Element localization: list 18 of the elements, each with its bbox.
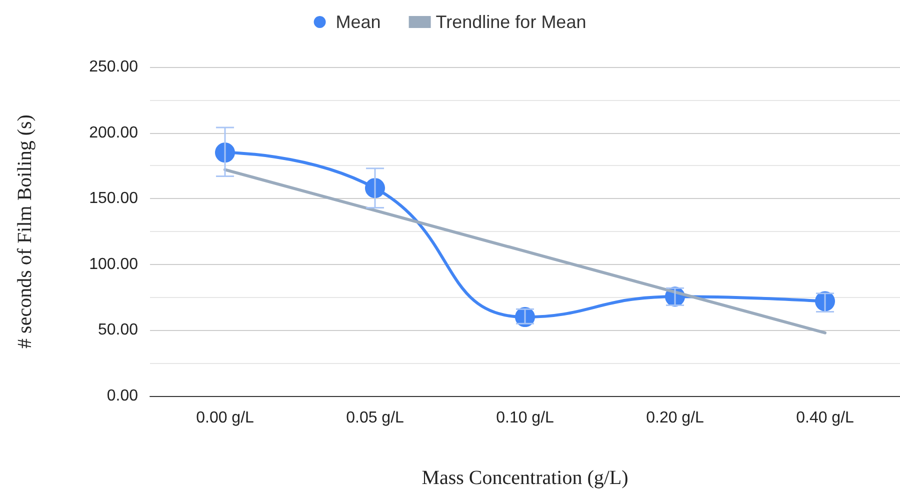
- y-tick-label: 150.00: [89, 190, 138, 208]
- x-axis-title: Mass Concentration (g/L): [422, 467, 628, 489]
- line-series: [224, 168, 826, 334]
- x-tick-label: 0.10 g/L: [496, 410, 554, 426]
- y-tick-label: 200.00: [89, 124, 138, 142]
- x-tick-label: 0.40 g/L: [796, 410, 854, 426]
- y-tick-label: 100.00: [89, 256, 138, 273]
- point: [215, 142, 235, 163]
- y-axis-title: # seconds of Film Boiling (s): [14, 114, 36, 348]
- y-tick-label: 0.00: [106, 388, 138, 404]
- legend-label: Mean: [336, 12, 381, 32]
- x-tick-label: 0.05 g/L: [346, 410, 404, 426]
- point: [365, 178, 385, 198]
- y-tick-label: 250.00: [89, 58, 138, 76]
- y-tick-label: 50.00: [98, 322, 138, 339]
- legend-label: Trendline for Mean: [436, 12, 586, 32]
- x-tick-label: 0.20 g/L: [646, 410, 704, 426]
- x-tick-label: 0.00 g/L: [196, 410, 254, 426]
